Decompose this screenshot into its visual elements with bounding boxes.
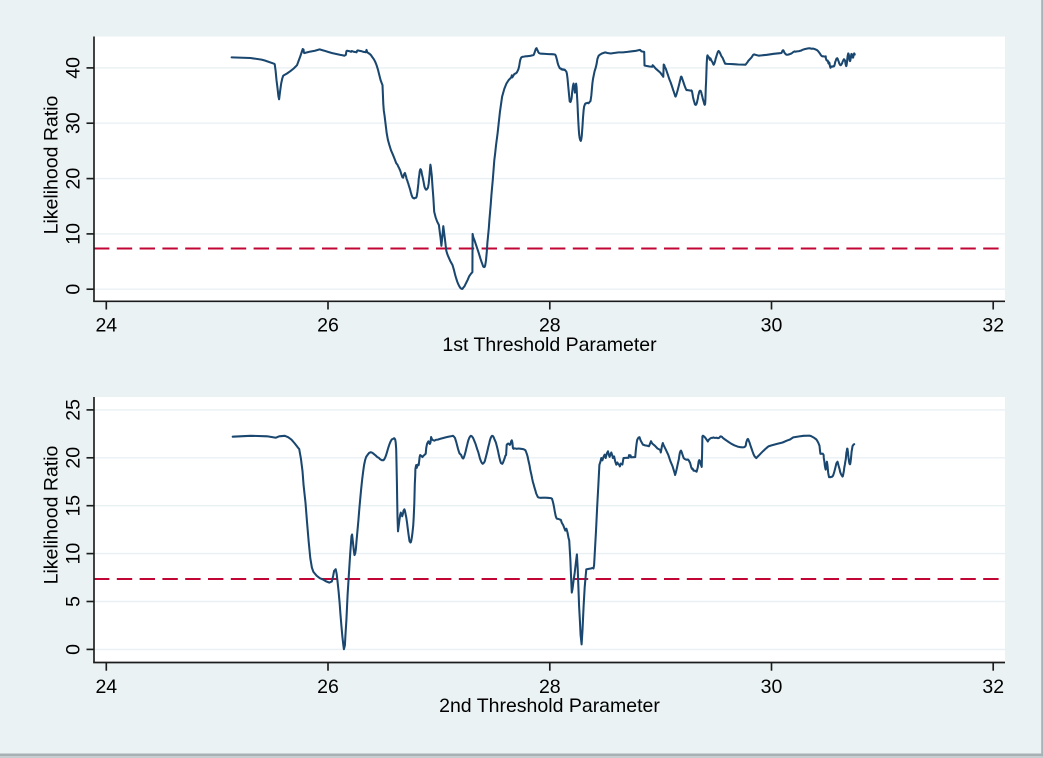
svg-text:20: 20 <box>63 168 85 190</box>
svg-text:10: 10 <box>63 543 85 565</box>
svg-text:24: 24 <box>95 315 117 337</box>
svg-text:28: 28 <box>539 315 561 337</box>
svg-text:0: 0 <box>63 284 85 295</box>
svg-text:30: 30 <box>761 676 783 698</box>
svg-text:Likelihood Ratio: Likelihood Ratio <box>41 445 63 584</box>
svg-text:30: 30 <box>63 112 85 134</box>
svg-text:Likelihood Ratio: Likelihood Ratio <box>41 95 63 234</box>
svg-text:26: 26 <box>317 676 339 698</box>
svg-text:10: 10 <box>63 223 85 245</box>
svg-text:28: 28 <box>539 676 561 698</box>
svg-text:32: 32 <box>982 676 1004 698</box>
svg-text:26: 26 <box>317 315 339 337</box>
svg-text:1st Threshold Parameter: 1st Threshold Parameter <box>442 334 657 356</box>
svg-text:30: 30 <box>761 315 783 337</box>
svg-text:32: 32 <box>982 315 1004 337</box>
svg-text:15: 15 <box>63 495 85 517</box>
svg-text:2nd Threshold Parameter: 2nd Threshold Parameter <box>439 695 660 717</box>
svg-text:40: 40 <box>63 57 85 79</box>
svg-text:25: 25 <box>63 399 85 421</box>
svg-text:5: 5 <box>63 596 85 607</box>
svg-text:24: 24 <box>95 676 117 698</box>
svg-text:0: 0 <box>63 644 85 655</box>
svg-text:20: 20 <box>63 447 85 469</box>
